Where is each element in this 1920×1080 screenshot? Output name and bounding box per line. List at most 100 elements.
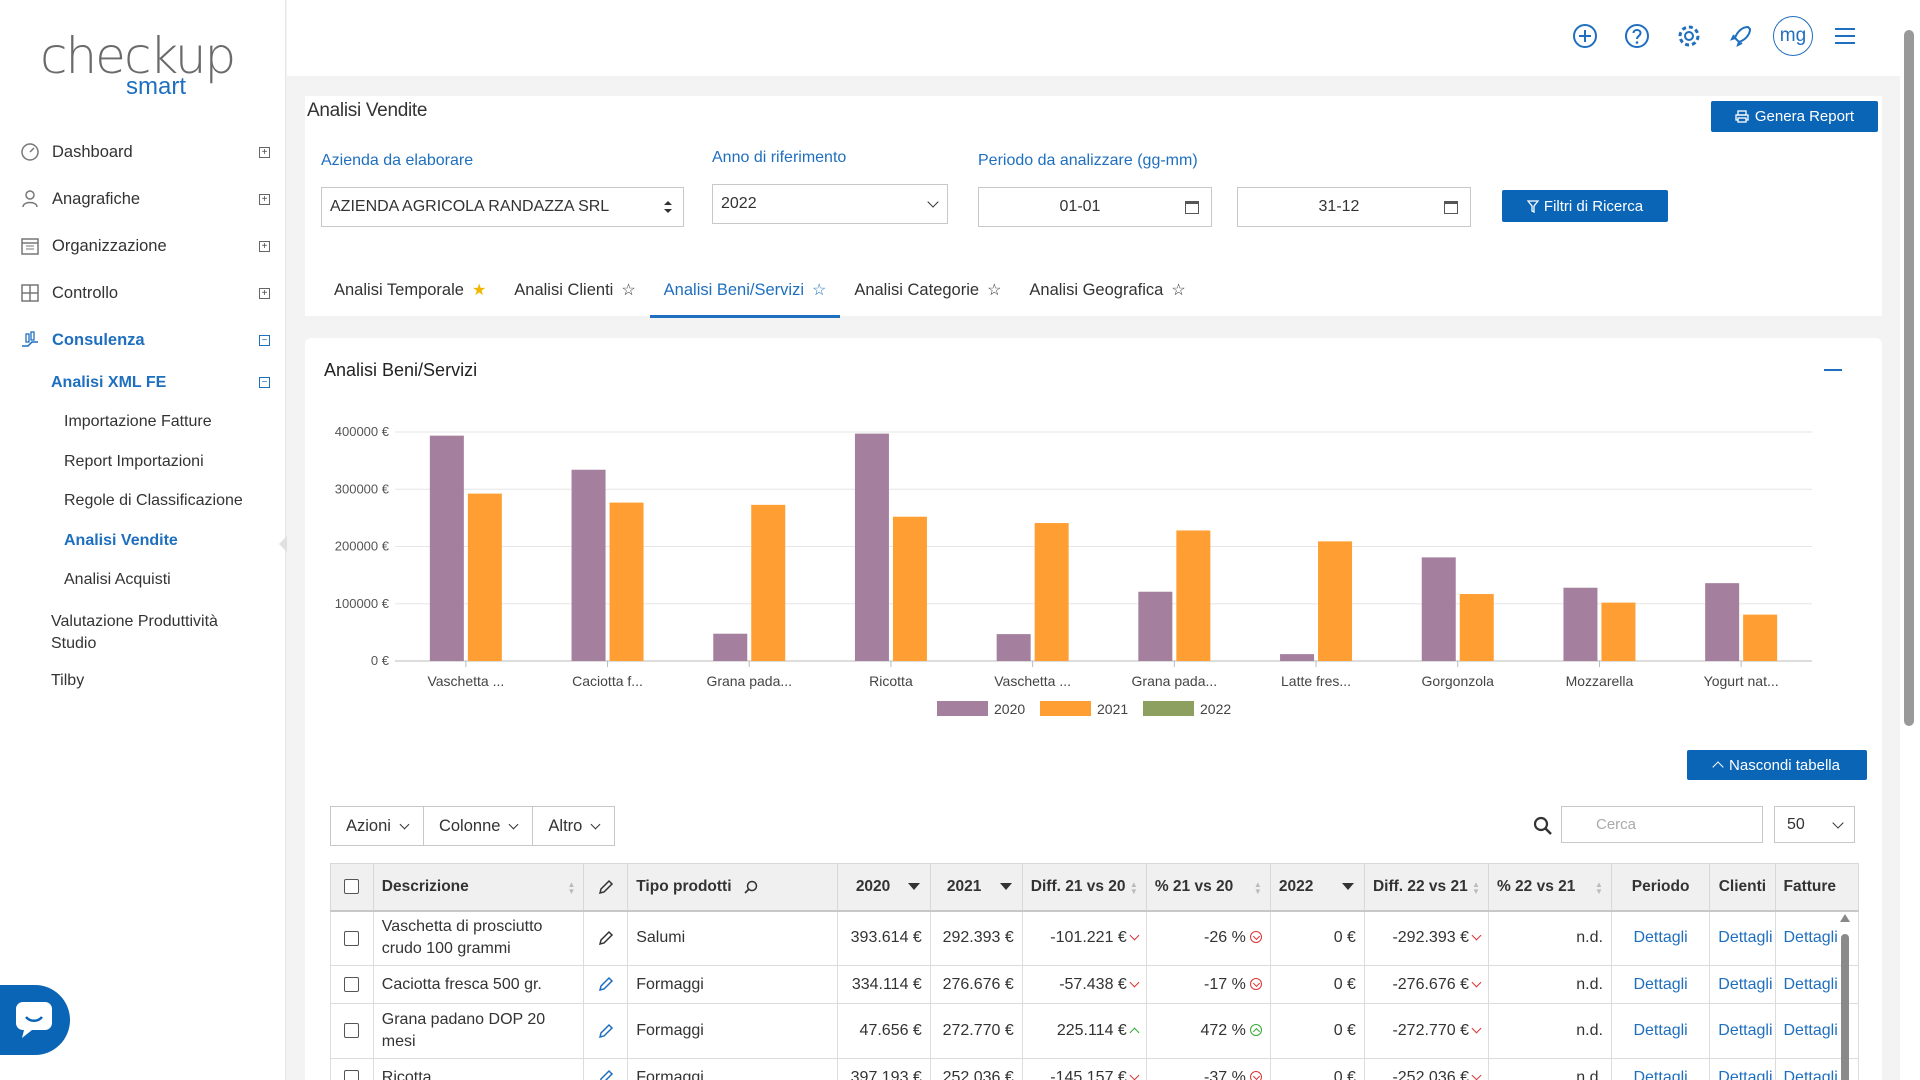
sort-icon[interactable]: ▲ ▼ (1595, 880, 1603, 896)
gear-icon[interactable] (1669, 16, 1709, 56)
col-2022[interactable]: 2022 (1269, 863, 1365, 912)
sidebar-item-controllo[interactable]: Controllo + (0, 275, 286, 311)
select-all-checkbox[interactable] (344, 879, 360, 895)
expand-icon[interactable]: + (259, 193, 270, 205)
sort-desc-icon[interactable] (999, 883, 1012, 890)
add-icon[interactable] (1565, 16, 1605, 56)
col-tipo-prodotti[interactable]: Tipo prodotti (627, 863, 838, 912)
tab-analisi-temporale[interactable]: Analisi Temporale ★ (320, 272, 500, 318)
periodo-dettagli-link[interactable]: Dettagli (1633, 1022, 1688, 1039)
star-outline-icon[interactable]: ☆ (811, 282, 827, 299)
row-checkbox[interactable] (344, 976, 360, 992)
row-checkbox[interactable] (344, 930, 360, 946)
row-checkbox[interactable] (344, 1023, 360, 1039)
expand-icon[interactable]: + (259, 146, 270, 158)
sidebar-item-valutazione-produttivita[interactable]: Valutazione Produttività Studio (0, 611, 250, 655)
clienti-dettagli-link[interactable]: Dettagli (1718, 929, 1773, 947)
help-icon[interactable] (1617, 16, 1657, 56)
col-diff-21-20[interactable]: Diff. 21 vs 20 ▲ ▼ (1021, 863, 1147, 912)
checkup-smart-logo[interactable]: checkup smart (40, 26, 236, 102)
periodo-a-input[interactable]: 31-12 (1237, 187, 1471, 227)
chat-button[interactable] (0, 985, 70, 1055)
clienti-dettagli-link[interactable]: Dettagli (1718, 1068, 1773, 1080)
clienti-dettagli-link[interactable]: Dettagli (1718, 975, 1773, 993)
colonne-dropdown[interactable]: Colonne (424, 807, 534, 845)
collapse-icon[interactable]: − (259, 334, 270, 346)
sidebar-item-tilby[interactable]: Tilby (0, 672, 286, 690)
nascondi-tabella-button[interactable]: Nascondi tabella (1687, 750, 1867, 780)
tab-analisi-clienti[interactable]: Analisi Clienti ☆ (500, 272, 649, 318)
genera-report-button[interactable]: Genera Report (1711, 101, 1878, 132)
star-outline-icon[interactable]: ☆ (621, 282, 636, 299)
pencil-icon[interactable] (597, 1022, 615, 1040)
col-2021[interactable]: 2021 (929, 863, 1023, 912)
table-row[interactable]: Caciotta fresca 500 gr. Formaggi 334.114 €… (330, 965, 1859, 1004)
sidebar-item-dashboard[interactable]: Dashboard + (0, 134, 286, 170)
fatture-dettagli-link[interactable]: Dettagli (1783, 929, 1838, 947)
fatture-dettagli-link[interactable]: Dettagli (1783, 1022, 1838, 1039)
scrollbar-thumb[interactable] (1904, 30, 1914, 726)
scroll-up-arrow[interactable] (1840, 914, 1850, 922)
calendar-icon[interactable] (1444, 200, 1458, 214)
sort-icon[interactable]: ▲ ▼ (567, 880, 576, 896)
sidebar-item-analisi-xml-fe[interactable]: Analisi XML FE − (0, 374, 286, 392)
clienti-dettagli-link[interactable]: Dettagli (1718, 1022, 1773, 1039)
star-outline-icon[interactable]: ☆ (987, 282, 1002, 299)
hamburger-menu-icon[interactable] (1825, 16, 1865, 56)
sidebar-collapse-handle[interactable] (279, 536, 287, 552)
sidebar-item-report-importazioni[interactable]: Report Importazioni (0, 453, 286, 471)
search-icon[interactable] (744, 880, 758, 894)
table-row[interactable]: Vaschetta di prosciutto crudo 100 grammi… (330, 910, 1859, 966)
sort-icon[interactable]: ▲ ▼ (1253, 880, 1262, 896)
expand-icon[interactable]: + (259, 240, 270, 252)
azioni-dropdown[interactable]: Azioni (331, 807, 424, 845)
page-size-select[interactable]: 50 (1774, 806, 1855, 843)
search-input[interactable] (1561, 806, 1763, 843)
pencil-icon[interactable] (597, 975, 615, 993)
avatar[interactable]: mg (1773, 16, 1813, 56)
table-scrollbar-thumb[interactable] (1841, 934, 1849, 1080)
col-2020[interactable]: 2020 (836, 863, 931, 912)
expand-icon[interactable]: + (259, 287, 270, 299)
anno-select[interactable]: 2022 (712, 184, 948, 224)
periodo-dettagli-link[interactable]: Dettagli (1633, 929, 1688, 947)
tab-analisi-beni-servizi[interactable]: Analisi Beni/Servizi ☆ (649, 272, 841, 318)
row-checkbox[interactable] (344, 1069, 360, 1080)
col-pct-21-20[interactable]: % 21 vs 20 ▲ ▼ (1145, 863, 1271, 912)
sidebar-item-analisi-vendite[interactable]: Analisi Vendite (0, 532, 286, 550)
sidebar-item-anagrafiche[interactable]: Anagrafiche + (0, 181, 286, 217)
azienda-select[interactable]: AZIENDA AGRICOLA RANDAZZA SRL (321, 187, 684, 227)
table-row[interactable]: Ricotta Formaggi 397.193 €252.036 € -145.15… (330, 1058, 1859, 1080)
col-pct-22-21[interactable]: % 22 vs 21 ▲ ▼ (1487, 863, 1612, 912)
sort-icon[interactable]: ▲ ▼ (1129, 880, 1138, 896)
fatture-dettagli-link[interactable]: Dettagli (1783, 975, 1838, 993)
sidebar-item-importazione-fatture[interactable]: Importazione Fatture (0, 413, 286, 431)
pencil-icon[interactable] (597, 929, 615, 947)
calendar-icon[interactable] (1185, 200, 1199, 214)
table-row[interactable]: Grana padano DOP 20 mesi Formaggi 47.656 €… (330, 1003, 1859, 1059)
tab-analisi-geografica[interactable]: Analisi Geografica ☆ (1015, 272, 1199, 318)
sort-desc-icon[interactable] (1341, 883, 1354, 890)
fatture-dettagli-link[interactable]: Dettagli (1783, 1068, 1838, 1080)
sort-desc-icon[interactable] (907, 883, 920, 890)
minimize-icon[interactable] (1822, 358, 1844, 380)
sidebar-item-regole-classificazione[interactable]: Regole di Classificazione (0, 492, 286, 510)
pencil-icon[interactable] (597, 1068, 615, 1080)
sidebar-item-analisi-acquisti[interactable]: Analisi Acquisti (0, 571, 286, 589)
table-scrollbar[interactable] (1838, 910, 1852, 1080)
periodo-dettagli-link[interactable]: Dettagli (1633, 975, 1688, 993)
star-filled-icon[interactable]: ★ (471, 282, 487, 299)
filtri-ricerca-button[interactable]: Filtri di Ricerca (1502, 190, 1668, 222)
sidebar-item-organizzazione[interactable]: Organizzazione + (0, 228, 286, 264)
periodo-da-input[interactable]: 01-01 (978, 187, 1212, 227)
rocket-icon[interactable] (1721, 16, 1761, 56)
collapse-icon[interactable]: − (259, 377, 270, 388)
sort-icon[interactable]: ▲ ▼ (1472, 880, 1480, 896)
altro-dropdown[interactable]: Altro (533, 807, 614, 845)
col-diff-22-21[interactable]: Diff. 22 vs 21 ▲ ▼ (1363, 863, 1489, 912)
periodo-dettagli-link[interactable]: Dettagli (1633, 1068, 1688, 1080)
tab-analisi-categorie[interactable]: Analisi Categorie ☆ (840, 272, 1015, 318)
col-descrizione[interactable]: Descrizione ▲ ▼ (372, 863, 585, 912)
page-scrollbar[interactable] (1900, 0, 1920, 1080)
sidebar-item-consulenza[interactable]: Consulenza − (0, 322, 286, 358)
